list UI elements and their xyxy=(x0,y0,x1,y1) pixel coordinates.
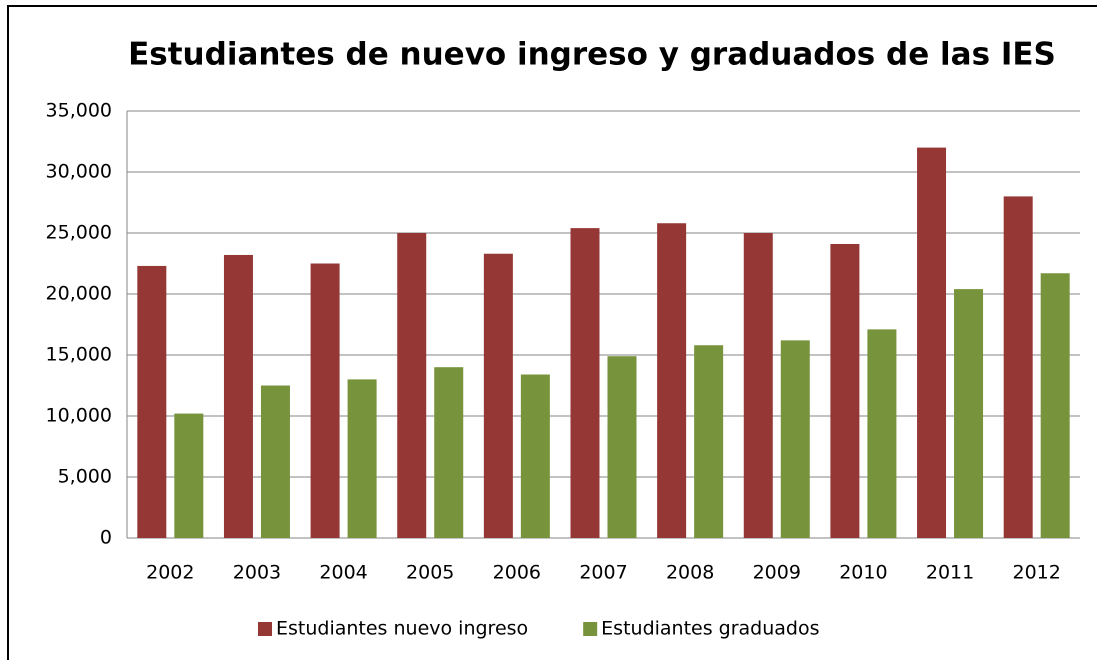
bar xyxy=(397,233,427,538)
bar xyxy=(780,340,810,538)
bar xyxy=(223,254,253,538)
y-tick-label: 10,000 xyxy=(46,405,112,427)
x-tick-label: 2004 xyxy=(319,562,367,584)
bar xyxy=(137,265,167,538)
bar xyxy=(694,345,724,538)
x-tick-label: 2011 xyxy=(926,562,974,584)
bar xyxy=(1040,273,1070,538)
bar xyxy=(867,329,897,538)
x-tick-label: 2005 xyxy=(406,562,454,584)
x-tick-label: 2012 xyxy=(1013,562,1061,584)
bar xyxy=(483,253,513,539)
bar xyxy=(1003,196,1033,538)
bar xyxy=(917,147,947,538)
y-tick-label: 35,000 xyxy=(46,100,112,122)
legend-swatch xyxy=(258,622,272,636)
y-tick-label: 15,000 xyxy=(46,344,112,366)
chart-title: Estudiantes de nuevo ingreso y graduados… xyxy=(128,37,1056,73)
bar xyxy=(347,379,377,538)
bar xyxy=(743,233,773,538)
bar xyxy=(954,289,984,538)
y-tick-label: 20,000 xyxy=(46,283,112,305)
bar xyxy=(174,413,204,538)
chart-border xyxy=(7,5,1097,660)
legend-label: Estudiantes nuevo ingreso xyxy=(276,618,528,640)
bar xyxy=(830,243,860,539)
x-tick-label: 2002 xyxy=(146,562,194,584)
x-tick-label: 2009 xyxy=(753,562,801,584)
y-tick-label: 0 xyxy=(100,527,112,549)
bar xyxy=(657,223,687,539)
legend-label: Estudiantes graduados xyxy=(601,618,819,640)
x-tick-label: 2006 xyxy=(493,562,541,584)
bar xyxy=(607,356,637,538)
bar xyxy=(260,385,290,538)
y-tick-label: 5,000 xyxy=(58,466,112,488)
x-tick-label: 2010 xyxy=(839,562,887,584)
y-tick-label: 25,000 xyxy=(46,222,112,244)
x-tick-label: 2008 xyxy=(666,562,714,584)
x-tick-label: 2007 xyxy=(579,562,627,584)
y-tick-label: 30,000 xyxy=(46,161,112,183)
x-tick-label: 2003 xyxy=(233,562,281,584)
bar xyxy=(310,263,340,538)
bar xyxy=(520,374,550,538)
bar xyxy=(434,367,464,538)
legend-swatch xyxy=(583,622,598,636)
bar xyxy=(570,228,600,538)
